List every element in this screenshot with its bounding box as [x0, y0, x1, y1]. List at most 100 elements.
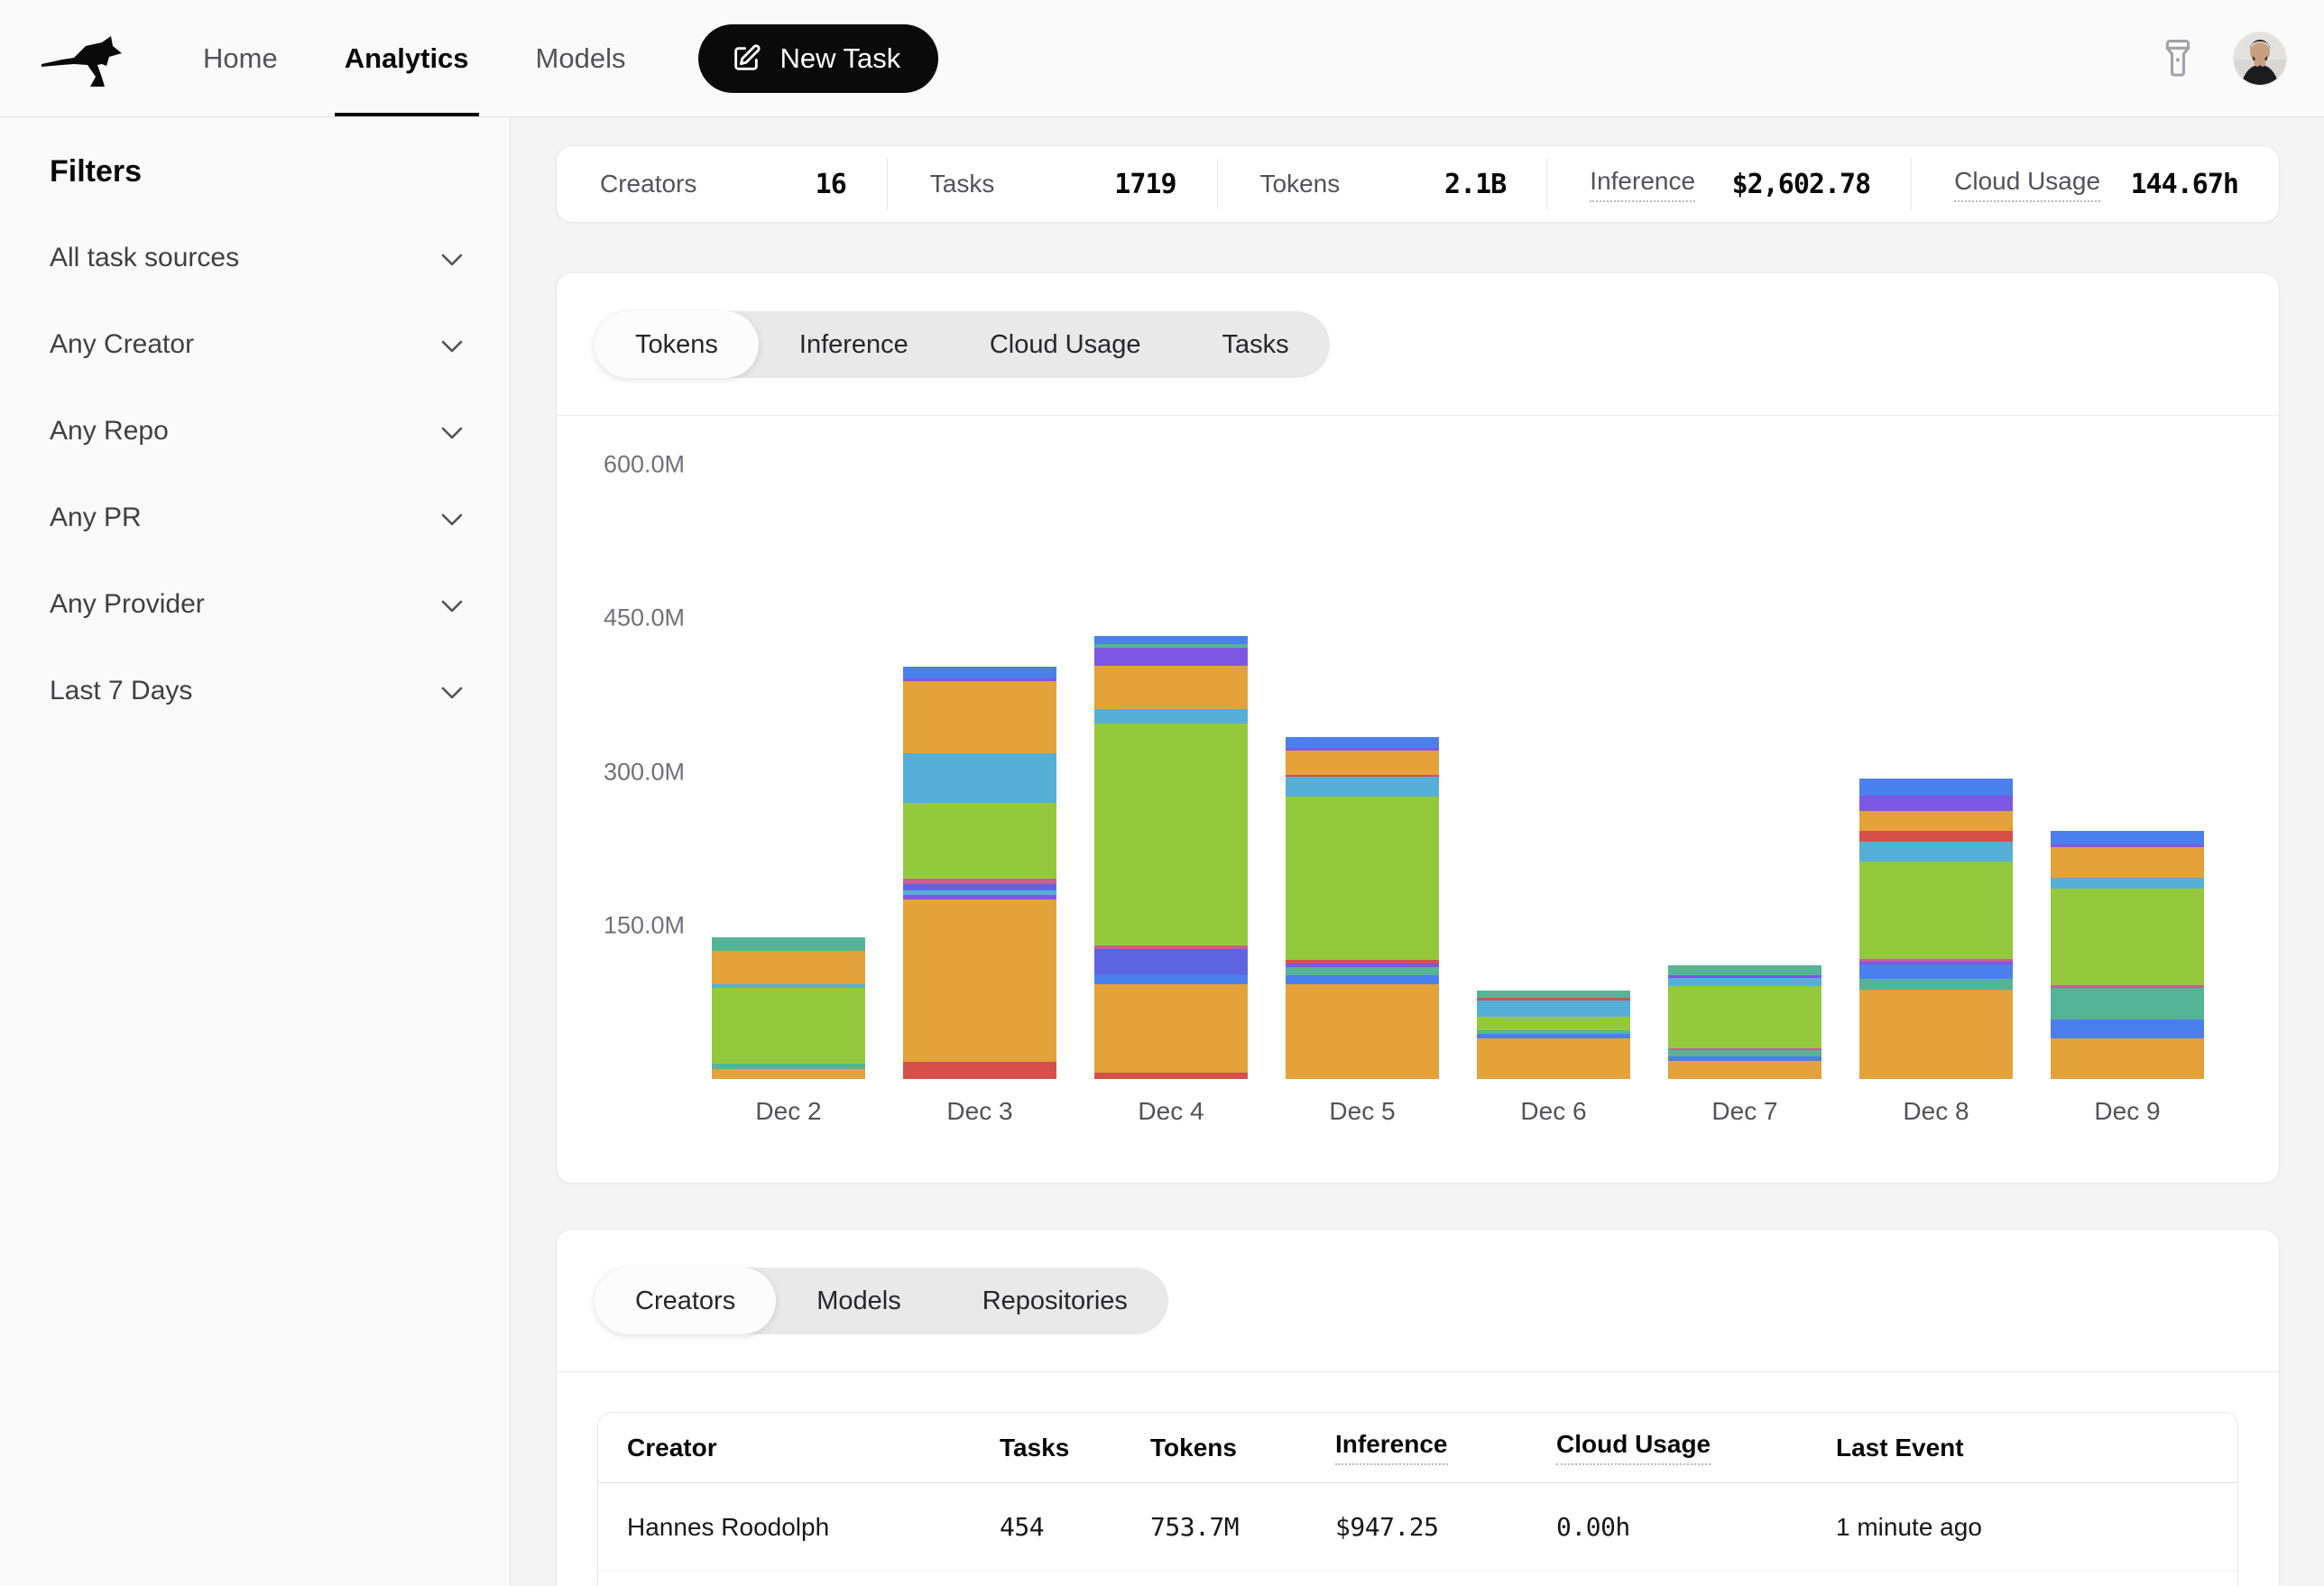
bar-dec-3-seg-4-indigo	[903, 884, 1056, 891]
bar-dec-5-seg-1-blue	[1286, 975, 1439, 984]
y-tick-150: 150.0M	[603, 911, 685, 939]
bar-dec-9-seg-1-blue	[2051, 1019, 2204, 1038]
filter-any-creator[interactable]: Any Creator	[50, 301, 463, 388]
bar-dec-8-seg-0-orange	[1859, 990, 2013, 1079]
table-row-rooviewer[interactable]: Rooviewer440544.3M$376.2875.23h3 minutes…	[598, 1571, 2237, 1586]
bar-dec-8-seg-1-teal	[1859, 978, 2013, 991]
filter-label: Any PR	[50, 503, 142, 532]
bar-dec-4-seg-0-red	[1094, 1073, 1248, 1079]
new-task-button[interactable]: New Task	[698, 23, 939, 93]
bar-dec-3-seg-5-pink	[903, 878, 1056, 885]
bar-dec-4-seg-1-orange	[1094, 983, 1248, 1074]
bar-dec-2-seg-3-skyblue	[712, 984, 865, 989]
bar-dec-4[interactable]	[1094, 635, 1248, 1079]
bar-dec-9-seg-5-skyblue	[2051, 877, 2204, 890]
bar-dec-5[interactable]	[1286, 737, 1439, 1079]
y-tick-600: 600.0M	[603, 450, 685, 478]
breakdown-tab-repositories[interactable]: Repositories	[982, 1286, 1128, 1315]
kangaroo-logo-icon[interactable]	[38, 23, 132, 94]
filter-label: All task sources	[50, 243, 240, 272]
bar-dec-6[interactable]	[1477, 991, 1630, 1079]
filter-label: Any Repo	[50, 416, 169, 446]
bar-dec-4-seg-8-purple	[1094, 647, 1248, 667]
bar-dec-7[interactable]	[1668, 965, 1821, 1079]
y-tick-300: 300.0M	[603, 758, 685, 786]
bar-dec-2[interactable]	[712, 936, 865, 1079]
breakdown-tab-models[interactable]: Models	[816, 1286, 901, 1315]
nav-link-analytics[interactable]: Analytics	[311, 0, 503, 116]
nav-link-models[interactable]: Models	[535, 41, 626, 74]
col-header-tasks: Tasks	[971, 1434, 1121, 1462]
chart-tab-inference[interactable]: Inference	[798, 329, 908, 359]
bar-dec-9[interactable]	[2051, 830, 2204, 1079]
stat-tokens: Tokens 2.1B	[1216, 146, 1547, 222]
x-label-dec-2: Dec 2	[755, 1097, 822, 1125]
chevron-down-icon	[441, 503, 463, 533]
filter-last-7-days[interactable]: Last 7 Days	[50, 648, 463, 734]
bar-dec-9-seg-6-orange	[2051, 846, 2204, 878]
flashlight-icon[interactable]	[2163, 39, 2192, 78]
bar-dec-9-seg-7-purple	[2051, 844, 2204, 847]
cell-tokens: 753.7M	[1150, 1512, 1240, 1542]
chevron-down-icon	[441, 416, 463, 447]
chart-card: Tokens Inference Cloud Usage Tasks 150.0M 30…	[556, 272, 2280, 1184]
table-row-hannes-roodolph[interactable]: Hannes Roodolph 454 753.7M $947.25 0.00h 1 mi…	[598, 1483, 2237, 1571]
col-header-label: Cloud Usage	[1556, 1430, 1711, 1465]
col-header-cloud-usage[interactable]: Cloud Usage	[1527, 1430, 1807, 1465]
bar-dec-6-seg-5-red	[1477, 998, 1630, 1001]
bar-dec-2-seg-4-orange	[712, 950, 865, 985]
col-header-label: Creator	[627, 1433, 717, 1462]
chart-tab-cloud-usage[interactable]: Cloud Usage	[989, 329, 1141, 359]
x-label-dec-6: Dec 6	[1520, 1097, 1587, 1125]
bar-dec-8-seg-8-orange	[1859, 811, 2013, 831]
bar-dec-7-seg-2-teal	[1668, 1050, 1821, 1057]
table-body: Hannes Roodolph 454 753.7M $947.25 0.00h 1 mi…	[598, 1483, 2237, 1586]
filter-label: Any Provider	[50, 589, 205, 619]
new-task-label: New Task	[779, 41, 901, 74]
filter-list: All task sources Any Creator Any Repo Any P…	[50, 215, 463, 734]
breakdown-tabs-row: Creators Models Repositories	[557, 1230, 2279, 1371]
col-header-label: Tasks	[1000, 1433, 1070, 1462]
bar-dec-4-seg-10-blue	[1094, 635, 1248, 644]
bar-dec-8[interactable]	[1859, 779, 2013, 1079]
chart-tabs: Tokens Inference Cloud Usage Tasks	[595, 311, 1330, 378]
stat-value-tasks: 1719	[1114, 168, 1176, 200]
user-avatar[interactable]	[2234, 32, 2286, 85]
cell-inference: $947.25	[1335, 1512, 1439, 1542]
x-label-dec-5: Dec 5	[1329, 1097, 1396, 1125]
stat-label-inference[interactable]: Inference	[1590, 167, 1696, 202]
stat-label-creators: Creators	[600, 170, 697, 198]
bar-dec-4-seg-3-indigo	[1094, 948, 1248, 975]
filters-title: Filters	[50, 154, 143, 189]
bar-dec-6-seg-4-skyblue	[1477, 1000, 1630, 1018]
col-header-inference[interactable]: Inference	[1306, 1430, 1527, 1465]
bar-dec-2-seg-1-teal	[712, 1063, 865, 1069]
bar-dec-4-seg-6-skyblue	[1094, 708, 1248, 724]
chart-tab-tasks[interactable]: Tasks	[1222, 329, 1289, 359]
filter-any-pr[interactable]: Any PR	[50, 475, 463, 561]
col-header-tokens: Tokens	[1121, 1434, 1306, 1462]
bar-dec-3[interactable]	[903, 666, 1056, 1079]
stat-label-cloud-usage[interactable]: Cloud Usage	[1954, 167, 2101, 202]
bar-dec-3-seg-9-purple	[903, 678, 1056, 681]
bar-dec-8-seg-10-blue	[1859, 779, 2013, 797]
bar-dec-7-seg-5-skyblue	[1668, 977, 1821, 986]
filter-any-repo[interactable]: Any Repo	[50, 388, 463, 475]
stat-creators: Creators 16	[557, 146, 887, 222]
col-header-last-event: Last Event	[1807, 1434, 2237, 1462]
top-nav: Home Analytics Models New Task	[0, 0, 2324, 117]
bar-dec-5-seg-2-teal	[1286, 967, 1439, 976]
tokens-chart: 150.0M 300.0M 450.0M 600.0M Dec 2 Dec 3 Dec 4…	[557, 416, 2279, 1125]
filter-any-provider[interactable]: Any Provider	[50, 561, 463, 648]
table-header-row: Creator Tasks Tokens Inference Cloud Usage La…	[598, 1413, 2237, 1483]
cell-tasks: 454	[1000, 1512, 1045, 1542]
breakdown-tab-creators[interactable]: Creators	[595, 1268, 777, 1334]
chart-tab-tokens[interactable]: Tokens	[595, 311, 759, 378]
filter-all-task-sources[interactable]: All task sources	[50, 215, 463, 301]
bar-dec-8-seg-4-pink	[1859, 958, 2013, 963]
bar-dec-6-seg-6-teal	[1477, 991, 1630, 999]
bar-dec-9-seg-8-blue	[2051, 830, 2204, 844]
chart-bars	[712, 447, 2208, 1079]
nav-link-home[interactable]: Home	[203, 41, 278, 74]
bar-dec-7-seg-7-teal	[1668, 965, 1821, 976]
